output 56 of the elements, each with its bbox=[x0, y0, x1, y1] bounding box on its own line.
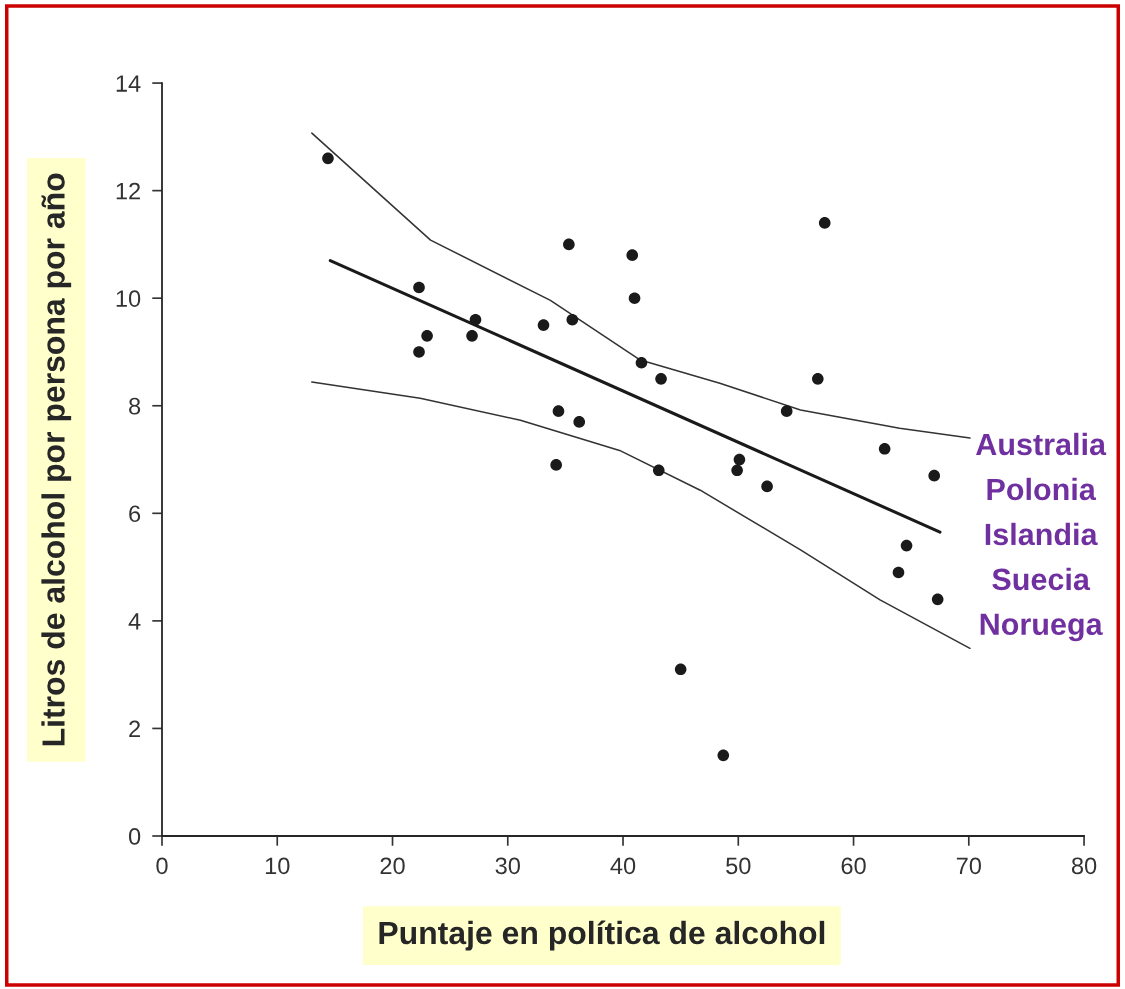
point bbox=[322, 152, 334, 165]
y-tick-label: 6 bbox=[129, 505, 141, 523]
x-tick-label: 30 bbox=[495, 857, 520, 875]
x-tick-label: 10 bbox=[265, 857, 290, 875]
point bbox=[655, 373, 667, 385]
point bbox=[900, 539, 913, 552]
line-series bbox=[311, 132, 971, 439]
annotation: Australia bbox=[976, 432, 1107, 456]
point bbox=[413, 346, 425, 358]
x-tick-label: 60 bbox=[841, 857, 866, 875]
point bbox=[928, 469, 941, 482]
point bbox=[628, 292, 641, 305]
point bbox=[573, 416, 586, 428]
point bbox=[626, 249, 639, 261]
point bbox=[413, 281, 425, 294]
point bbox=[469, 313, 482, 326]
point bbox=[563, 238, 575, 251]
y-tick-label: 4 bbox=[128, 613, 141, 630]
point bbox=[780, 405, 793, 417]
point bbox=[552, 405, 565, 417]
point bbox=[733, 453, 746, 466]
x-tick-label: 0 bbox=[156, 857, 168, 875]
annotation: Polonia bbox=[987, 477, 1096, 501]
point bbox=[537, 319, 550, 331]
annotation: Islandia bbox=[985, 522, 1098, 546]
y-tick-label: 12 bbox=[116, 182, 140, 200]
point bbox=[717, 749, 730, 762]
point bbox=[550, 459, 562, 471]
y-tick-label: 2 bbox=[129, 720, 140, 737]
point bbox=[761, 480, 773, 493]
annotation: Suecia bbox=[992, 567, 1091, 591]
x-tick-label: 80 bbox=[1071, 857, 1097, 875]
point bbox=[421, 330, 433, 342]
point bbox=[674, 663, 687, 676]
y-tick-label: 0 bbox=[128, 828, 141, 845]
y-axis-title: Litros de alcohol por persona por año bbox=[41, 173, 72, 746]
x-tick-label: 20 bbox=[380, 857, 405, 875]
point bbox=[812, 373, 824, 385]
point bbox=[652, 464, 665, 477]
y-tick-label: 10 bbox=[116, 290, 141, 307]
point bbox=[818, 217, 831, 229]
point bbox=[466, 330, 478, 342]
x-tick-label: 50 bbox=[726, 857, 751, 875]
y-tick-label: 8 bbox=[129, 397, 141, 415]
annotation: Noruega bbox=[980, 613, 1103, 642]
x-axis-title: Puntaje en política de alcohol bbox=[379, 920, 825, 951]
line-series bbox=[311, 381, 971, 650]
point bbox=[892, 566, 905, 579]
x-tick-label: 40 bbox=[610, 857, 636, 875]
point bbox=[931, 593, 944, 606]
point bbox=[566, 313, 579, 326]
x-tick-label: 70 bbox=[956, 857, 981, 875]
point bbox=[731, 464, 743, 477]
point bbox=[878, 442, 891, 455]
point bbox=[635, 356, 648, 369]
y-tick-label: 14 bbox=[116, 75, 141, 92]
